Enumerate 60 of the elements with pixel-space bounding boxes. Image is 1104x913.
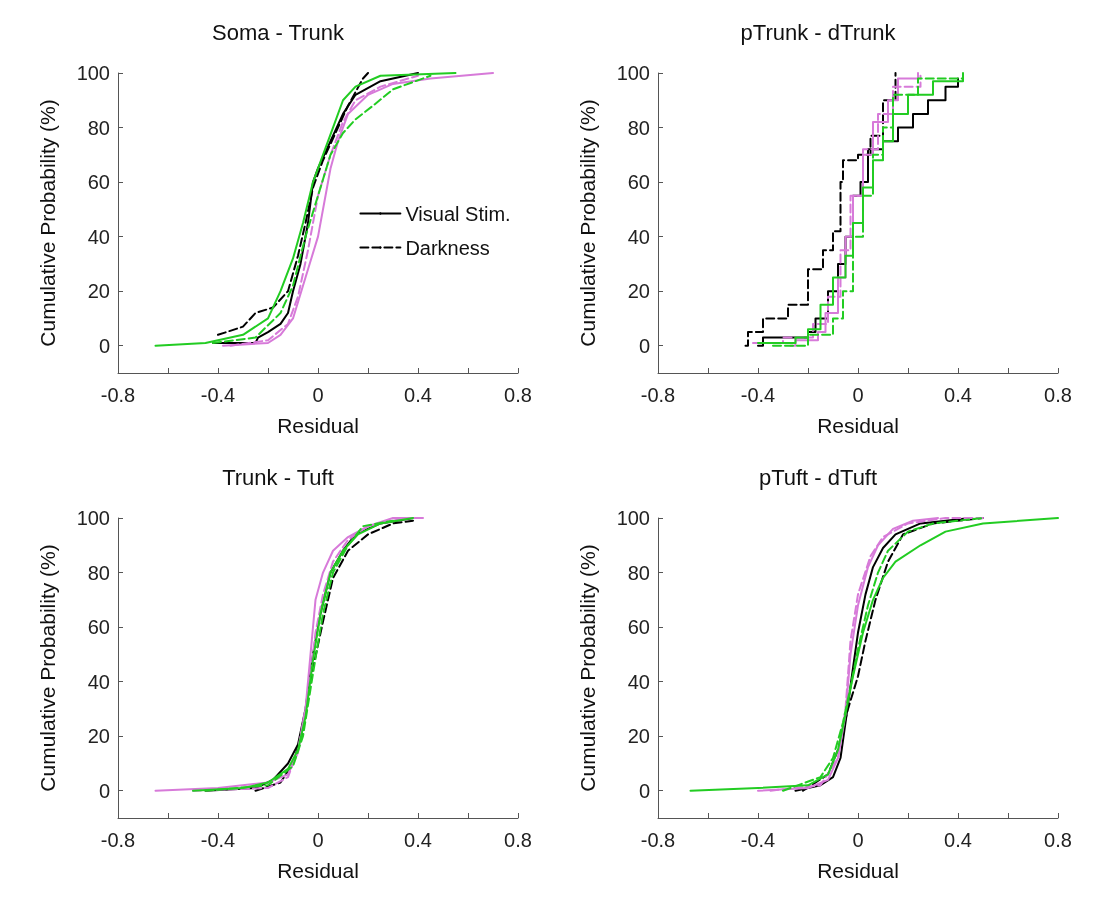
y-tick-label: 20 bbox=[87, 725, 110, 748]
y-tick-label: 0 bbox=[638, 334, 650, 357]
y-tick-label: 100 bbox=[616, 507, 650, 529]
x-tick-label: -0.8 bbox=[100, 829, 136, 851]
chart-title: pTrunk - dTrunk bbox=[740, 19, 897, 45]
legend-label: Visual Stim. bbox=[405, 202, 511, 225]
x-axis-title: Residual bbox=[277, 859, 359, 882]
y-axis-title: Cumulative Probability (%) bbox=[576, 99, 599, 347]
x-tick-label: 0.4 bbox=[944, 829, 972, 851]
line-series bbox=[154, 517, 424, 792]
x-tick-label: 0.4 bbox=[944, 384, 972, 406]
x-tick-label: 0 bbox=[852, 384, 864, 406]
y-tick-label: 80 bbox=[87, 561, 110, 584]
y-tick-label: 20 bbox=[87, 280, 110, 303]
y-tick-label: 100 bbox=[616, 62, 650, 84]
chart-title: Trunk - Tuft bbox=[222, 464, 334, 490]
x-tick-label: 0.8 bbox=[504, 829, 532, 851]
chart-title: Soma - Trunk bbox=[211, 19, 346, 45]
y-tick-label: 40 bbox=[87, 225, 110, 248]
chart-title: pTuft - dTuft bbox=[758, 464, 878, 490]
x-tick-label: 0 bbox=[312, 829, 324, 851]
y-tick-label: 100 bbox=[76, 62, 110, 84]
y-tick-label: 60 bbox=[87, 171, 110, 194]
y-tick-label: 80 bbox=[627, 116, 650, 139]
x-axis-title: Residual bbox=[277, 414, 359, 437]
x-tick-label: 0.8 bbox=[1044, 384, 1072, 406]
x-tick-label: -0.8 bbox=[100, 384, 136, 406]
x-tick-label: -0.4 bbox=[200, 384, 236, 406]
x-tick-label: -0.8 bbox=[640, 829, 676, 851]
y-tick-label: 0 bbox=[638, 779, 650, 802]
x-tick-label: -0.8 bbox=[640, 384, 676, 406]
x-tick-label: -0.4 bbox=[200, 829, 236, 851]
x-axis-title: Residual bbox=[817, 859, 899, 882]
y-axis-title: Cumulative Probability (%) bbox=[36, 99, 59, 347]
legend-label: Darkness bbox=[405, 236, 490, 259]
y-axis-title: Cumulative Probability (%) bbox=[576, 544, 599, 792]
y-tick-label: 0 bbox=[98, 334, 110, 357]
y-tick-label: 80 bbox=[87, 116, 110, 139]
x-tick-label: 0.8 bbox=[1044, 829, 1072, 851]
x-tick-label: 0 bbox=[852, 829, 864, 851]
y-tick-label: 60 bbox=[627, 616, 650, 639]
x-tick-label: -0.4 bbox=[740, 384, 776, 406]
y-tick-label: 20 bbox=[627, 280, 650, 303]
y-tick-label: 0 bbox=[98, 779, 110, 802]
y-tick-label: 100 bbox=[76, 507, 110, 529]
y-tick-label: 20 bbox=[627, 725, 650, 748]
y-tick-label: 40 bbox=[627, 670, 650, 693]
y-tick-label: 80 bbox=[627, 561, 650, 584]
x-axis-title: Residual bbox=[817, 414, 899, 437]
y-tick-label: 40 bbox=[87, 670, 110, 693]
line-series bbox=[689, 517, 1059, 792]
y-tick-label: 60 bbox=[87, 616, 110, 639]
x-tick-label: 0.4 bbox=[404, 829, 432, 851]
x-tick-label: -0.4 bbox=[740, 829, 776, 851]
y-axis-title: Cumulative Probability (%) bbox=[36, 544, 59, 792]
x-tick-label: 0.8 bbox=[504, 384, 532, 406]
x-tick-label: 0.4 bbox=[404, 384, 432, 406]
y-tick-label: 60 bbox=[627, 171, 650, 194]
y-tick-label: 40 bbox=[627, 225, 650, 248]
x-tick-label: 0 bbox=[312, 384, 324, 406]
